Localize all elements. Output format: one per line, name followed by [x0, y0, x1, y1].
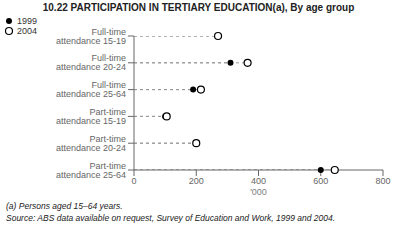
svg-text:Full-timeattendance 20-24: Full-timeattendance 20-24 [56, 53, 126, 72]
svg-text:Full-timeattendance 25-64: Full-timeattendance 25-64 [56, 80, 126, 99]
html-text:(a) Persons aged 15–64 years.: (a) Persons aged 15–64 years. [6, 201, 123, 211]
html-text:2004: 2004 [17, 26, 37, 36]
svg-text:'000: '000 [250, 187, 267, 197]
html-text:1999: 1999 [17, 16, 37, 26]
svg-text:0: 0 [131, 176, 136, 186]
svg-text:Part-timeattendance 15-19: Part-timeattendance 15-19 [56, 107, 126, 126]
svg-text:200: 200 [189, 176, 204, 186]
svg-text:800: 800 [375, 176, 389, 186]
svg-text:600: 600 [313, 176, 328, 186]
html-text:Source: ABS data available on: Source: ABS data available on request, S… [6, 213, 335, 223]
html-text:10.22 PARTICIPATION IN TERTIAR: 10.22 PARTICIPATION IN TERTIARY EDUCATIO… [42, 2, 355, 13]
svg-text:400: 400 [251, 176, 266, 186]
svg-text:Part-timeattendance 25-64: Part-timeattendance 25-64 [56, 161, 126, 180]
svg-text:Full-timeattendance 15-19: Full-timeattendance 15-19 [56, 27, 126, 46]
svg-text:Part-timeattendance 20-24: Part-timeattendance 20-24 [56, 134, 126, 153]
